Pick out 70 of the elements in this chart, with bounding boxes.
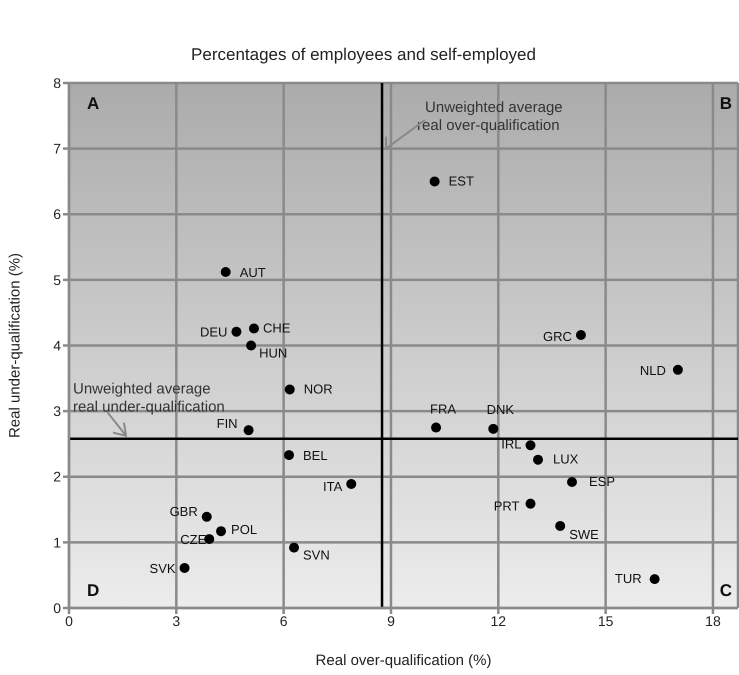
point [488, 424, 498, 434]
y-tick-label: 0 [53, 600, 62, 616]
x-tick-label: 15 [598, 612, 614, 629]
x-tick-label: 6 [280, 612, 288, 629]
x-tick-label: 0 [65, 612, 74, 629]
annotation: IRL [501, 436, 522, 452]
y-axis-title: Real under-qualification (%) [6, 252, 24, 438]
annotation: D [87, 581, 100, 600]
x-axis-title: Real over-qualification (%) [316, 652, 492, 669]
point [289, 542, 300, 553]
point [533, 454, 544, 465]
point [431, 422, 442, 433]
point [672, 364, 683, 375]
point [526, 498, 536, 509]
point [284, 384, 295, 394]
annotation: FRA [430, 402, 456, 417]
ref-line-label: Unweighted average real under-qualification [73, 380, 225, 416]
y-tick-label: 1 [53, 534, 62, 550]
y-tick-label: 2 [53, 468, 62, 485]
annotation: GRC [543, 329, 572, 344]
annotation: CHE [262, 320, 291, 336]
point [284, 450, 294, 460]
point [248, 323, 259, 334]
x-tick-label: 18 [705, 612, 721, 629]
y-tick-label: 8 [53, 74, 62, 91]
y-tick-label: 5 [53, 272, 62, 288]
annotation: TUR [614, 571, 642, 586]
point [526, 440, 536, 450]
y-tick-label: 4 [53, 337, 62, 354]
annotation: DNK [486, 402, 514, 417]
x-tick-label: 3 [172, 612, 180, 629]
point [244, 425, 254, 436]
annotation: POL [231, 522, 258, 538]
point [430, 176, 440, 186]
annotation: PRT [494, 498, 520, 514]
y-tick-label: 6 [53, 206, 62, 222]
annotation: GBR [170, 504, 198, 519]
point [346, 478, 356, 489]
annotation: SWE [569, 526, 600, 542]
annotation: ESP [589, 474, 616, 489]
annotation: ITA [323, 478, 343, 494]
point [555, 520, 566, 531]
annotation: AUT [240, 265, 266, 280]
point [576, 330, 586, 340]
chart-title: Percentages of employees and self-employed [191, 45, 536, 64]
point [202, 512, 212, 522]
annotation: HUN [259, 346, 288, 360]
point [650, 574, 660, 584]
y-tick-label: 3 [53, 403, 62, 420]
x-tick-label: 12 [490, 612, 506, 629]
annotation: SVK [150, 560, 176, 576]
annotation: B [720, 94, 732, 113]
annotation: A [87, 94, 100, 113]
point [567, 477, 577, 487]
annotation: BEL [303, 448, 328, 464]
x-tick-label: 9 [387, 612, 396, 629]
point [231, 326, 242, 337]
point [220, 267, 231, 277]
point [216, 526, 226, 536]
annotation: NOR [304, 381, 333, 396]
annotation: NLD [640, 362, 666, 378]
y-tick-label: 7 [53, 140, 62, 157]
annotation: SVN [303, 548, 330, 563]
point [246, 340, 256, 350]
point [180, 562, 190, 573]
annotation: EST [448, 173, 474, 188]
annotation: C [720, 581, 732, 600]
annotation: LUX [553, 452, 579, 467]
annotation: FIN [216, 416, 238, 432]
annotation: DEU [200, 324, 228, 340]
